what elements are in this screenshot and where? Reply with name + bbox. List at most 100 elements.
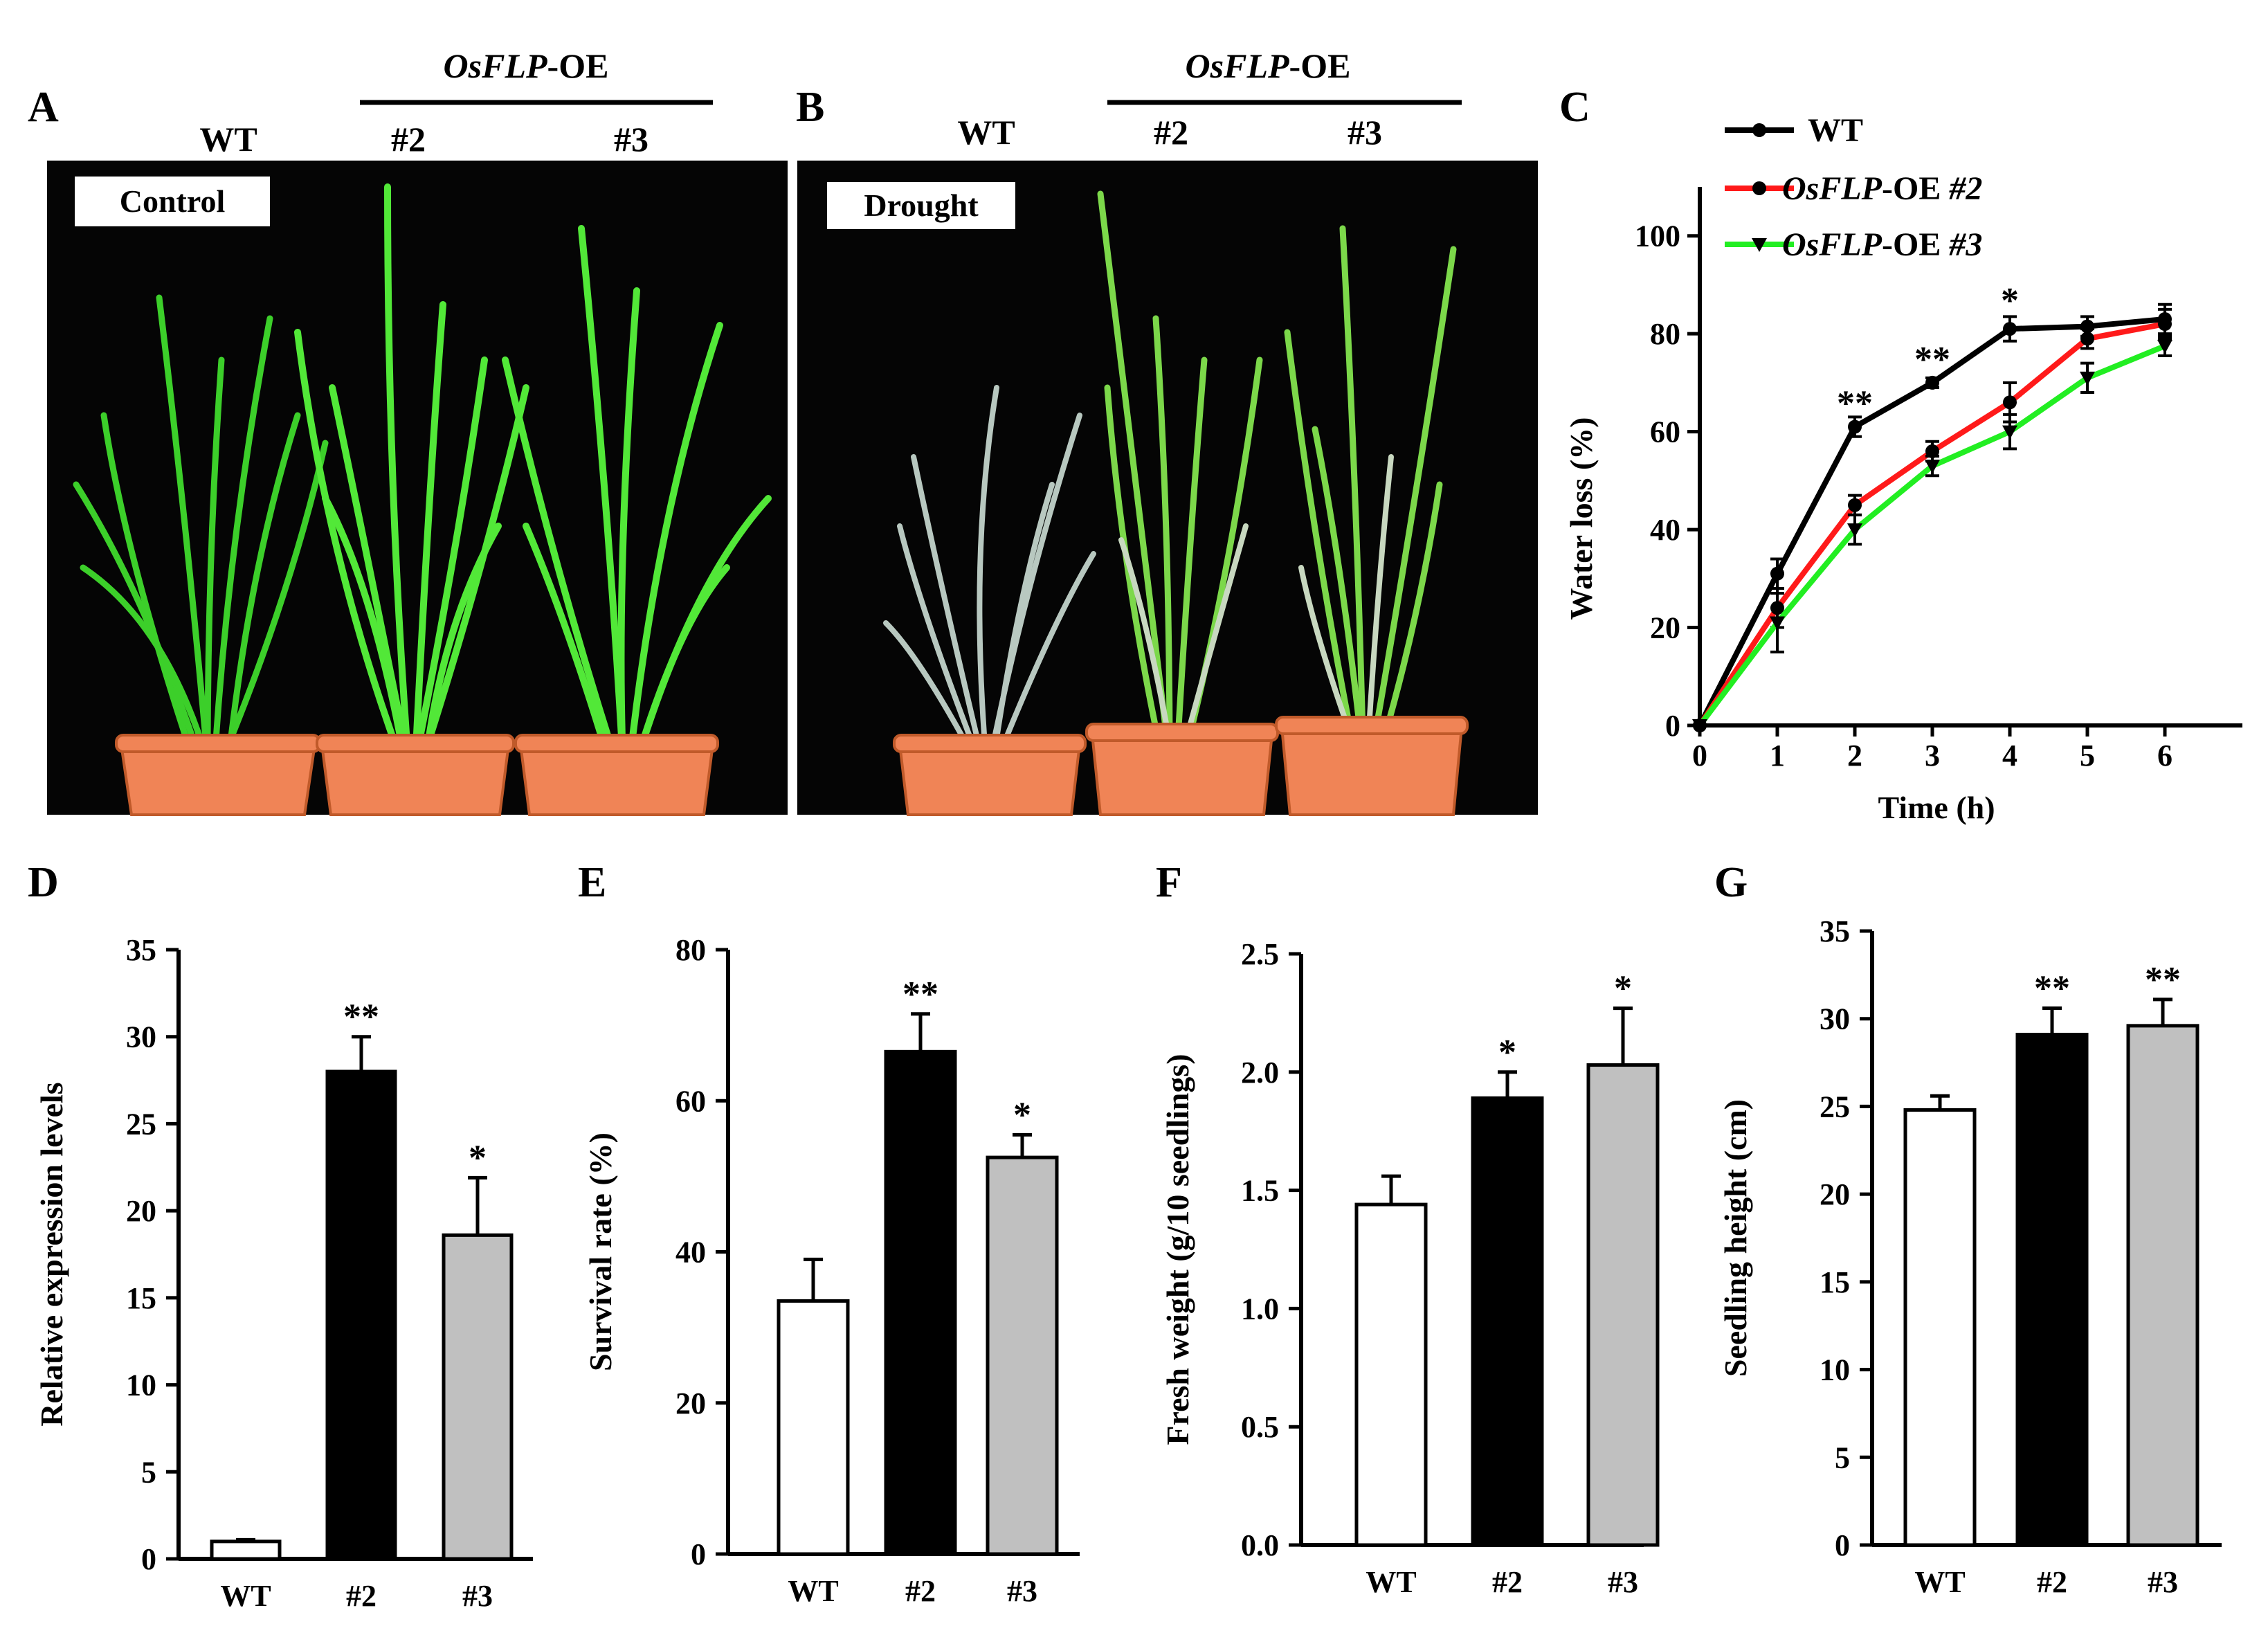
data-point (1848, 419, 1862, 434)
x-tick-label: WT (220, 1579, 271, 1613)
x-tick-label: #3 (1007, 1574, 1037, 1608)
bar (1354, 1202, 1428, 1547)
panel-b-pots (893, 716, 1469, 816)
bar-group-0 (1903, 1094, 1977, 1547)
significance-label: * (469, 1138, 487, 1177)
data-point (1847, 523, 1862, 538)
legend-label-text: WT (1808, 112, 1863, 149)
bar (1471, 1096, 1544, 1547)
x-tick-label: WT (1914, 1565, 1965, 1599)
y-tick-label: 0 (691, 1537, 706, 1571)
x-tick-label: 2 (1847, 739, 1862, 773)
x-tick-label: 6 (2157, 739, 2172, 773)
bar (884, 1049, 957, 1556)
x-tick-label: 1 (1770, 739, 1785, 773)
y-tick-label: 25 (126, 1107, 156, 1141)
significance-label: ** (2145, 960, 2181, 1000)
y-tick-label: 10 (126, 1368, 156, 1402)
data-point (2003, 322, 2017, 336)
bar (210, 1539, 282, 1561)
x-tick-label: #2 (905, 1574, 936, 1608)
panel-a-pots (115, 734, 719, 816)
panel-a-condition-box (75, 177, 270, 226)
x-tick-label: #3 (1608, 1565, 1638, 1599)
panel-a-line2-plant (294, 183, 529, 765)
significance-label: * (1614, 969, 1632, 1009)
significance-label: ** (902, 975, 938, 1014)
y-tick-label: 15 (126, 1281, 156, 1315)
y-axis-label: Fresh weight (g/10 seedlings) (1160, 1054, 1195, 1445)
panel-c: C 0 20 40 60 80 100 0 1 2 3 4 5 6 Time (h) Water loss (… (1559, 84, 2242, 825)
y-tick-label: 35 (1820, 914, 1850, 948)
y-tick-label: 2.5 (1241, 937, 1279, 971)
panel-d: D 0 5 10 15 20 25 30 35 Relative expression level… (28, 859, 533, 1613)
legend-label-suffix: -OE (1882, 170, 1949, 207)
data-point (2003, 395, 2017, 410)
y-tick-label: 100 (1635, 219, 1680, 253)
data-point (1925, 460, 1940, 474)
y-tick-label: 40 (1650, 513, 1680, 547)
panel-g: G 0 5 10 15 20 25 30 35 Seedling height (cm) WT ** #… (1714, 859, 2222, 1599)
series-1 (1693, 307, 2172, 732)
panel-b-photo: Drought (797, 161, 1538, 816)
panel-b-group-suffix: -OE (1289, 46, 1351, 85)
panel-b-letter: B (796, 84, 824, 131)
panel-a-wt-plant (73, 294, 329, 765)
y-tick-label: 25 (1820, 1090, 1850, 1123)
panel-a-condition-label: Control (120, 183, 226, 219)
data-point (2002, 425, 2017, 440)
data-point (2157, 339, 2172, 354)
x-tick-label: 3 (1925, 739, 1940, 773)
y-tick-label: 0 (141, 1542, 156, 1576)
x-tick-label: #3 (2148, 1565, 2178, 1599)
y-axis-label: Water loss (%) (1563, 417, 1599, 620)
series-line (1697, 343, 2166, 728)
y-tick-label: 20 (675, 1386, 706, 1420)
panel-a-group-header: OsFLP-OE (444, 46, 609, 85)
x-tick-label: #3 (462, 1579, 493, 1613)
series-2 (1692, 334, 2172, 733)
legend-label-line: #2 (1948, 170, 1982, 207)
bar-group-0 (1354, 1174, 1428, 1547)
panel-b-line2-header: #2 (1154, 113, 1188, 152)
panel-e: E 0 20 40 60 80 Survival rate (%) WT ** #2 * #3 (578, 859, 1080, 1608)
legend-label: WT (1808, 112, 1863, 149)
bar-group-0 (777, 1257, 850, 1556)
data-point (1770, 566, 1784, 581)
bar-group-1: ** (2015, 969, 2089, 1547)
legend-label: OsFLP-OE #3 (1782, 226, 1982, 263)
panel-a-line3-header: #3 (614, 120, 648, 159)
data-point (2080, 371, 2095, 386)
data-point (1925, 375, 1939, 390)
data-point (1770, 616, 1785, 631)
bar (325, 1069, 397, 1561)
y-tick-label: 0 (1665, 709, 1680, 743)
significance-label: ** (343, 997, 379, 1037)
panel-b-line3-header: #3 (1348, 113, 1382, 152)
bar-group-0 (210, 1537, 282, 1561)
significance-label: ** (2034, 969, 2070, 1009)
x-tick-label: 0 (1692, 739, 1707, 773)
significance-label: ** (1914, 340, 1950, 379)
bar-group-2: * (1586, 969, 1660, 1547)
y-axis-label: Survival rate (%) (583, 1132, 618, 1371)
legend-label-suffix: -OE (1882, 226, 1949, 263)
legend-marker (1752, 181, 1766, 195)
x-tick-label: #2 (2037, 1565, 2067, 1599)
panel-a-photo: Control (47, 161, 788, 816)
y-tick-label: 60 (675, 1084, 706, 1118)
data-point (2158, 317, 2172, 332)
legend-label-line: #3 (1948, 226, 1982, 263)
significance-label: * (2001, 281, 2019, 320)
panel-b: B WT OsFLP-OE #2 #3 (796, 46, 1538, 816)
data-point (2080, 332, 2094, 346)
bar-group-1: * (1471, 1033, 1544, 1547)
y-tick-label: 60 (1650, 415, 1680, 449)
y-tick-label: 30 (126, 1020, 156, 1054)
significance-label: * (1498, 1033, 1516, 1072)
y-tick-label: 1.5 (1241, 1174, 1279, 1208)
y-tick-label: 40 (675, 1236, 706, 1270)
x-tick-label: 4 (2002, 739, 2017, 773)
panel-a-wt-header: WT (199, 120, 257, 159)
panel-b-group-gene: OsFLP (1186, 46, 1289, 85)
